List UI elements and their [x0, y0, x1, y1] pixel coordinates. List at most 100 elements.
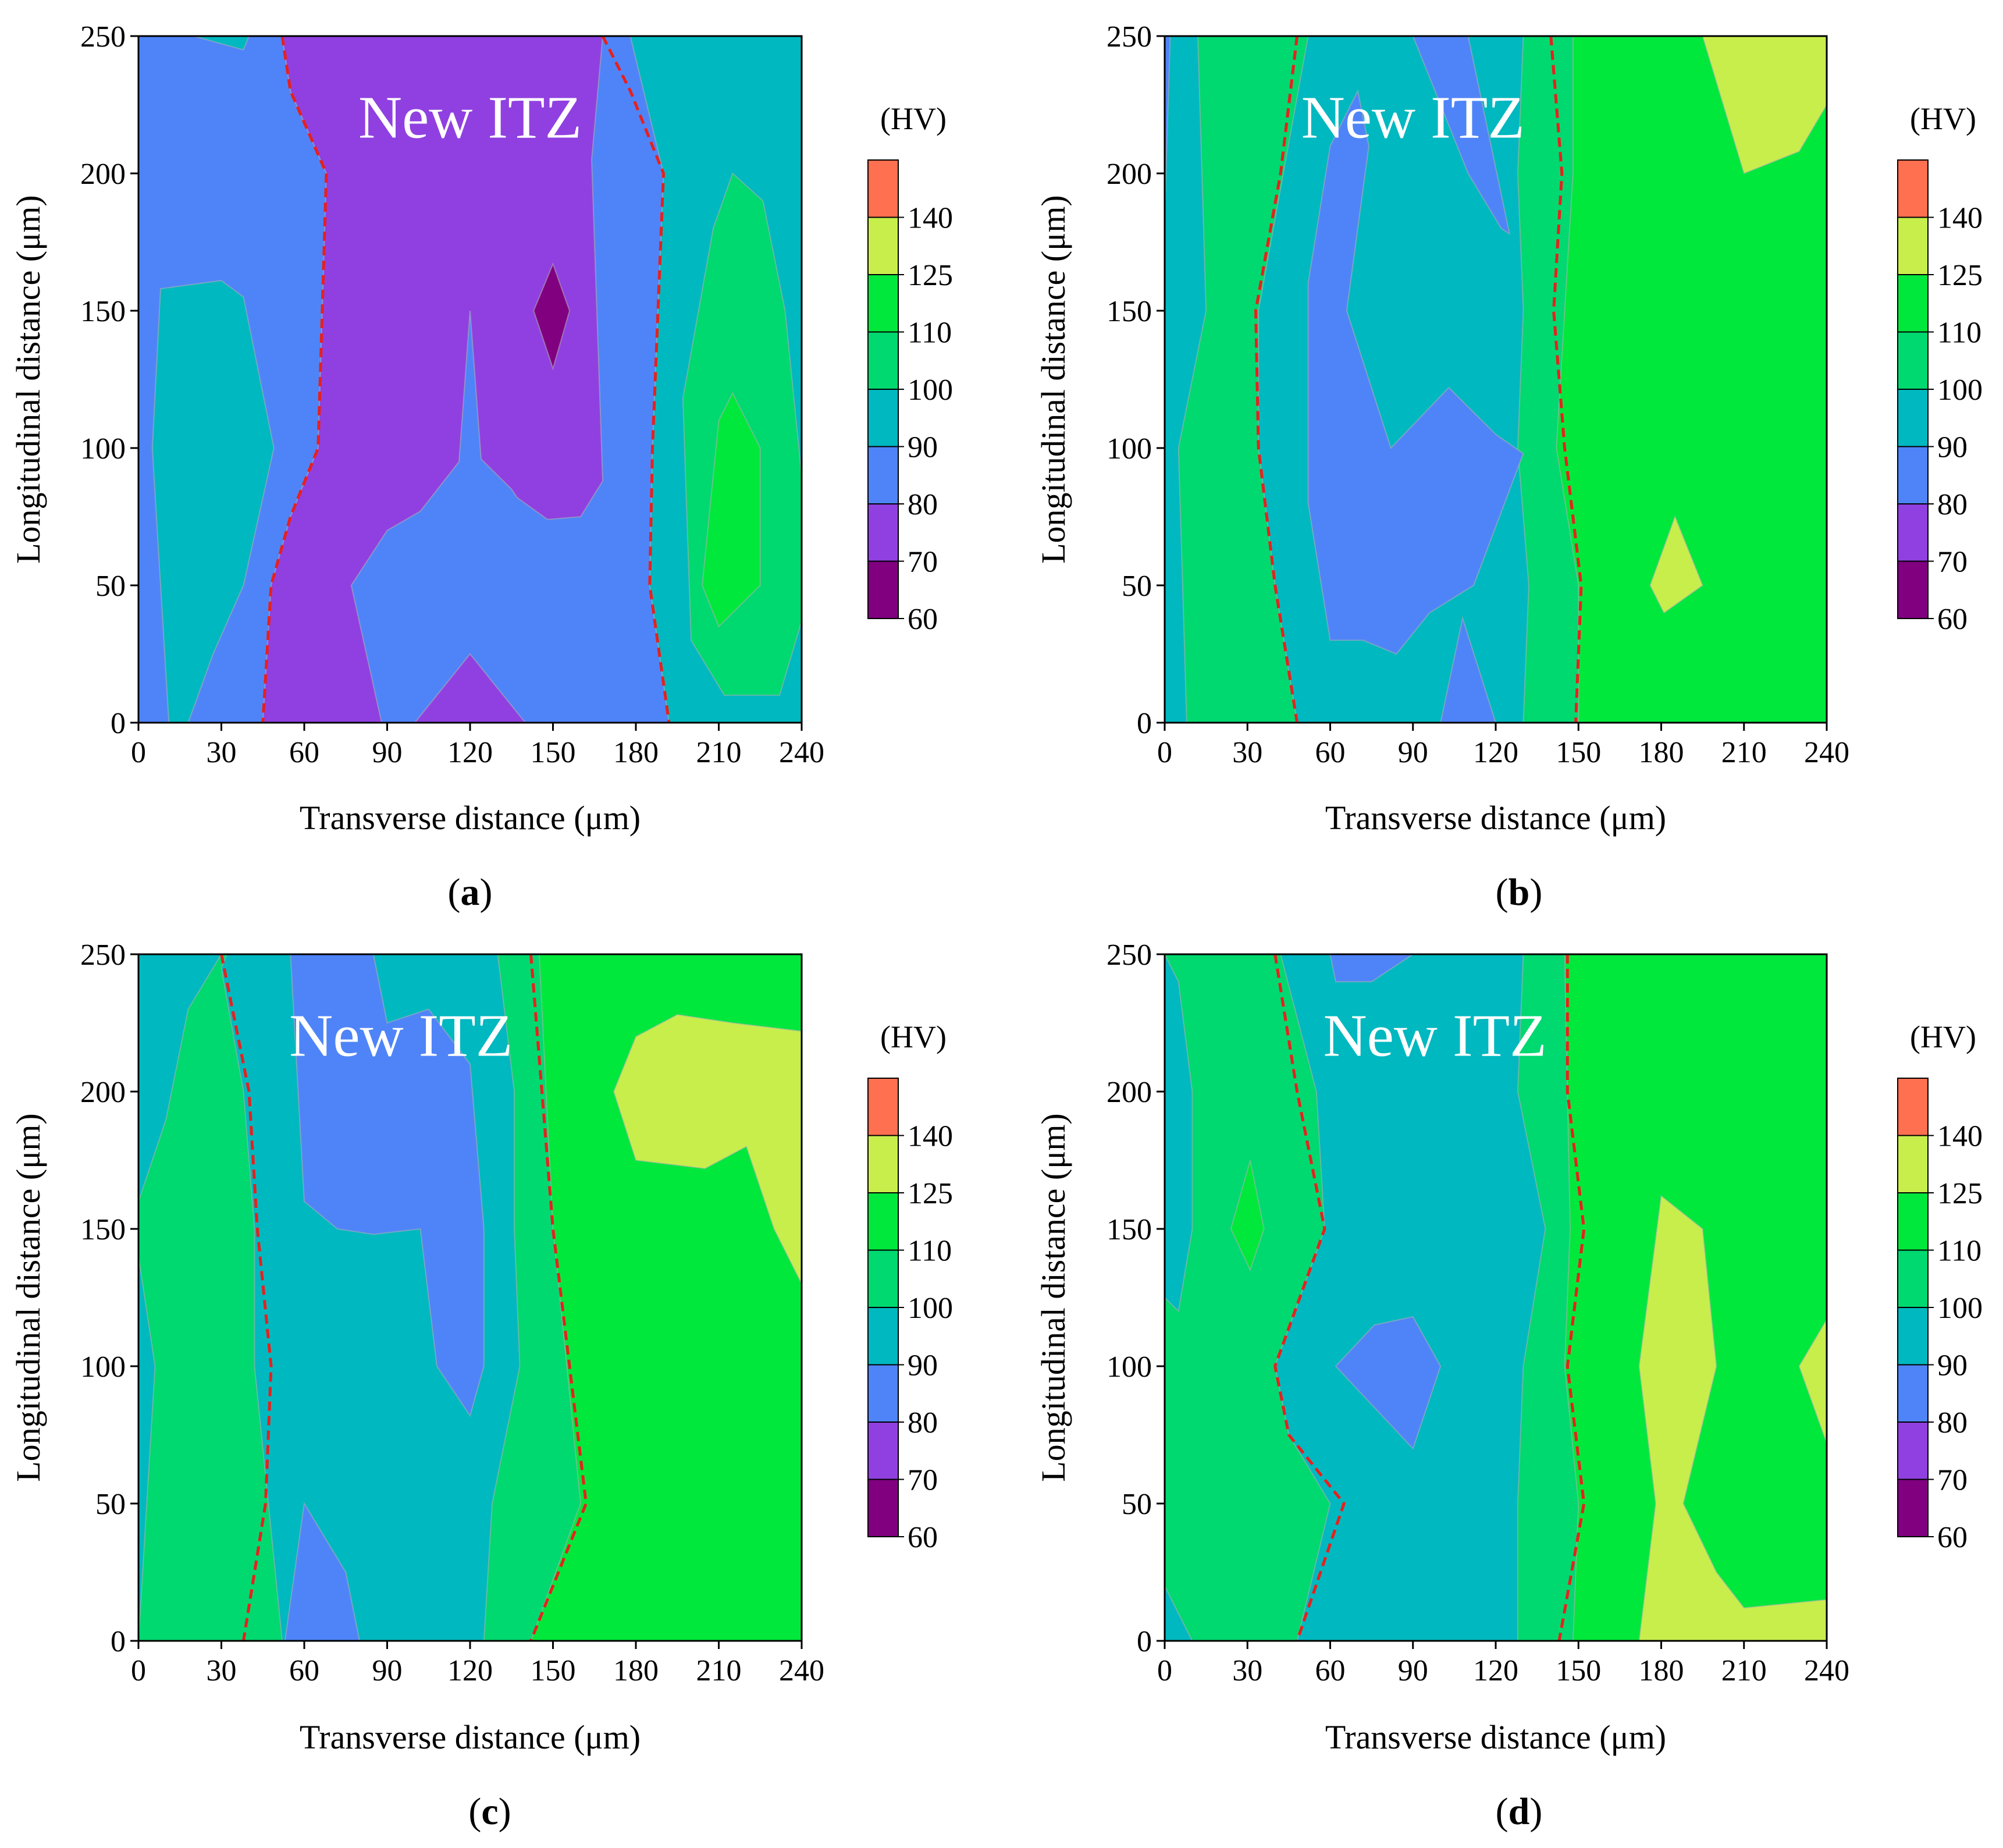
- panel-letter-c: c: [481, 1790, 498, 1833]
- y-tick-label: 50: [95, 1488, 126, 1521]
- colorbar-tick-label: 70: [908, 546, 938, 579]
- x-tick-label: 180: [613, 1654, 659, 1687]
- new-itz-label: New ITZ: [289, 1003, 513, 1069]
- x-tick-label: 60: [289, 1654, 319, 1687]
- plot-c: New ITZ 0 30 60 90 120 150 180 210 240 0 50 100 150 20…: [80, 939, 824, 1687]
- colorbar-swatch: [1897, 1421, 1929, 1480]
- itz-boundary-2: [601, 35, 671, 723]
- colorbar-tick-label: 80: [1937, 488, 1968, 521]
- x-tick-label: 90: [1398, 736, 1428, 769]
- y-tick-label: 50: [95, 570, 126, 603]
- y-tick-label: 100: [80, 1351, 126, 1384]
- colorbar-tick-label: 140: [1937, 1120, 1983, 1153]
- colorbar-tick-label: 125: [1937, 1177, 1983, 1210]
- contour-region-9: [1649, 515, 1703, 614]
- colorbar-tick-label: 140: [908, 202, 953, 235]
- contour-region-5: [1307, 89, 1524, 655]
- x-tick-label: 210: [696, 1654, 742, 1687]
- colorbar-c: (HV) 60 70 80 90 100 110 125 140: [867, 1019, 953, 1554]
- colorbar-tick-label: 140: [908, 1120, 953, 1153]
- y-tick-label: 250: [80, 20, 126, 54]
- x-tick-label: 60: [1315, 1654, 1346, 1687]
- y-tick-label: 0: [111, 707, 126, 740]
- colorbar-tick-label: 70: [1937, 546, 1968, 579]
- y-tick-label: 0: [1137, 707, 1152, 740]
- colorbar-swatch: [1897, 503, 1929, 562]
- colorbar-tick-label: 70: [1937, 1464, 1968, 1497]
- itz-boundary-1: [1273, 954, 1346, 1641]
- colorbar-swatch: [1897, 1135, 1929, 1193]
- colorbar-unit: (HV): [880, 101, 947, 136]
- new-itz-label: New ITZ: [358, 84, 582, 151]
- y-tick-label: 100: [1107, 1351, 1152, 1384]
- x-tick-label: 60: [289, 736, 319, 769]
- y-axis-label-b: Longitudinal distance (μm): [1034, 195, 1072, 564]
- x-tick-label: 180: [613, 736, 659, 769]
- y-tick-label: 200: [1107, 1076, 1152, 1109]
- x-tick-label: 210: [1721, 736, 1767, 769]
- x-tick-label: 0: [131, 1654, 146, 1687]
- colorbar-unit: (HV): [1910, 101, 1976, 136]
- colorbar-unit: (HV): [1910, 1019, 1976, 1054]
- colorbar-d: (HV) 60 70 80 90 100 110 125 140: [1897, 1019, 1983, 1554]
- x-tick-label: 210: [696, 736, 742, 769]
- colorbar-swatch: [867, 216, 899, 275]
- colorbar-swatch: [1897, 1479, 1929, 1537]
- colorbar-swatch: [867, 331, 899, 390]
- x-tick-label: 150: [1556, 1654, 1601, 1687]
- panel-b: New ITZ 0 30 60 90 120 150 180 210 240 0 50 100 150 20…: [1034, 20, 1983, 914]
- colorbar-swatch: [1897, 1078, 1929, 1136]
- x-tick-label: 0: [1157, 736, 1172, 769]
- colorbar-tick-label: 110: [908, 1235, 952, 1268]
- panel-label-c: (c): [468, 1790, 511, 1833]
- y-tick-label: 0: [1137, 1625, 1152, 1658]
- colorbar-swatch: [1897, 331, 1929, 390]
- colorbar-swatch: [1897, 274, 1929, 333]
- colorbar-tick-label: 110: [1937, 317, 1981, 350]
- x-axis-label-c: Transverse distance (μm): [300, 1718, 641, 1756]
- y-tick-label: 150: [1107, 1213, 1152, 1246]
- plot-d: New ITZ 0 30 60 90 120 150 180 210 240 0 50 100 150 20…: [1107, 939, 1849, 1687]
- panel-letter-d: d: [1509, 1790, 1530, 1833]
- x-tick-label: 240: [1804, 1654, 1849, 1687]
- y-tick-label: 200: [1107, 158, 1152, 191]
- x-tick-label: 240: [1804, 736, 1849, 769]
- contour-region-8: [533, 262, 571, 371]
- x-tick-label: 90: [372, 736, 403, 769]
- colorbar-swatch: [867, 159, 899, 218]
- colorbar-tick-label: 80: [908, 1406, 938, 1440]
- colorbar-tick-label: 90: [1937, 1349, 1968, 1383]
- panel-label-a: (a): [448, 871, 493, 914]
- panel-c: New ITZ 0 30 60 90 120 150 180 210 240 0 50 100 150 20…: [9, 939, 953, 1833]
- colorbar-unit: (HV): [880, 1019, 947, 1054]
- y-tick-label: 100: [80, 432, 126, 465]
- y-tick-label: 250: [1107, 939, 1152, 972]
- colorbar-tick-label: 80: [1937, 1406, 1968, 1440]
- y-tick-label: 150: [80, 1213, 126, 1246]
- panel-label-b: (b): [1496, 871, 1543, 914]
- y-tick-label: 0: [111, 1625, 126, 1658]
- colorbar-tick-label: 90: [908, 431, 938, 464]
- colorbar-tick-label: 125: [908, 1177, 953, 1210]
- x-tick-label: 30: [1232, 736, 1262, 769]
- panel-letter-a: a: [461, 871, 480, 914]
- x-axis-label-d: Transverse distance (μm): [1325, 1718, 1666, 1756]
- x-tick-label: 210: [1721, 1654, 1767, 1687]
- y-tick-label: 250: [1107, 20, 1152, 54]
- x-tick-label: 240: [779, 736, 824, 769]
- colorbar-swatch: [867, 1307, 899, 1366]
- colorbar-tick-label: 110: [1937, 1235, 1981, 1268]
- y-axis-label-c: Longitudinal distance (μm): [9, 1113, 47, 1482]
- x-tick-label: 240: [779, 1654, 824, 1687]
- colorbar-swatch: [867, 1249, 899, 1308]
- plot-a: New ITZ 0 30 60 90 120 150 180 210 240 0 50 100 150 20…: [80, 20, 824, 769]
- y-tick-label: 50: [1122, 1488, 1152, 1521]
- colorbar-tick-label: 90: [1937, 431, 1968, 464]
- itz-boundary-2: [1549, 35, 1583, 723]
- contour-region-6: [1335, 1316, 1442, 1450]
- y-tick-label: 100: [1107, 432, 1152, 465]
- x-tick-label: 150: [531, 1654, 576, 1687]
- x-axis-label-a: Transverse distance (μm): [300, 799, 641, 837]
- itz-boundary-2: [1557, 954, 1586, 1641]
- x-tick-label: 120: [1473, 1654, 1518, 1687]
